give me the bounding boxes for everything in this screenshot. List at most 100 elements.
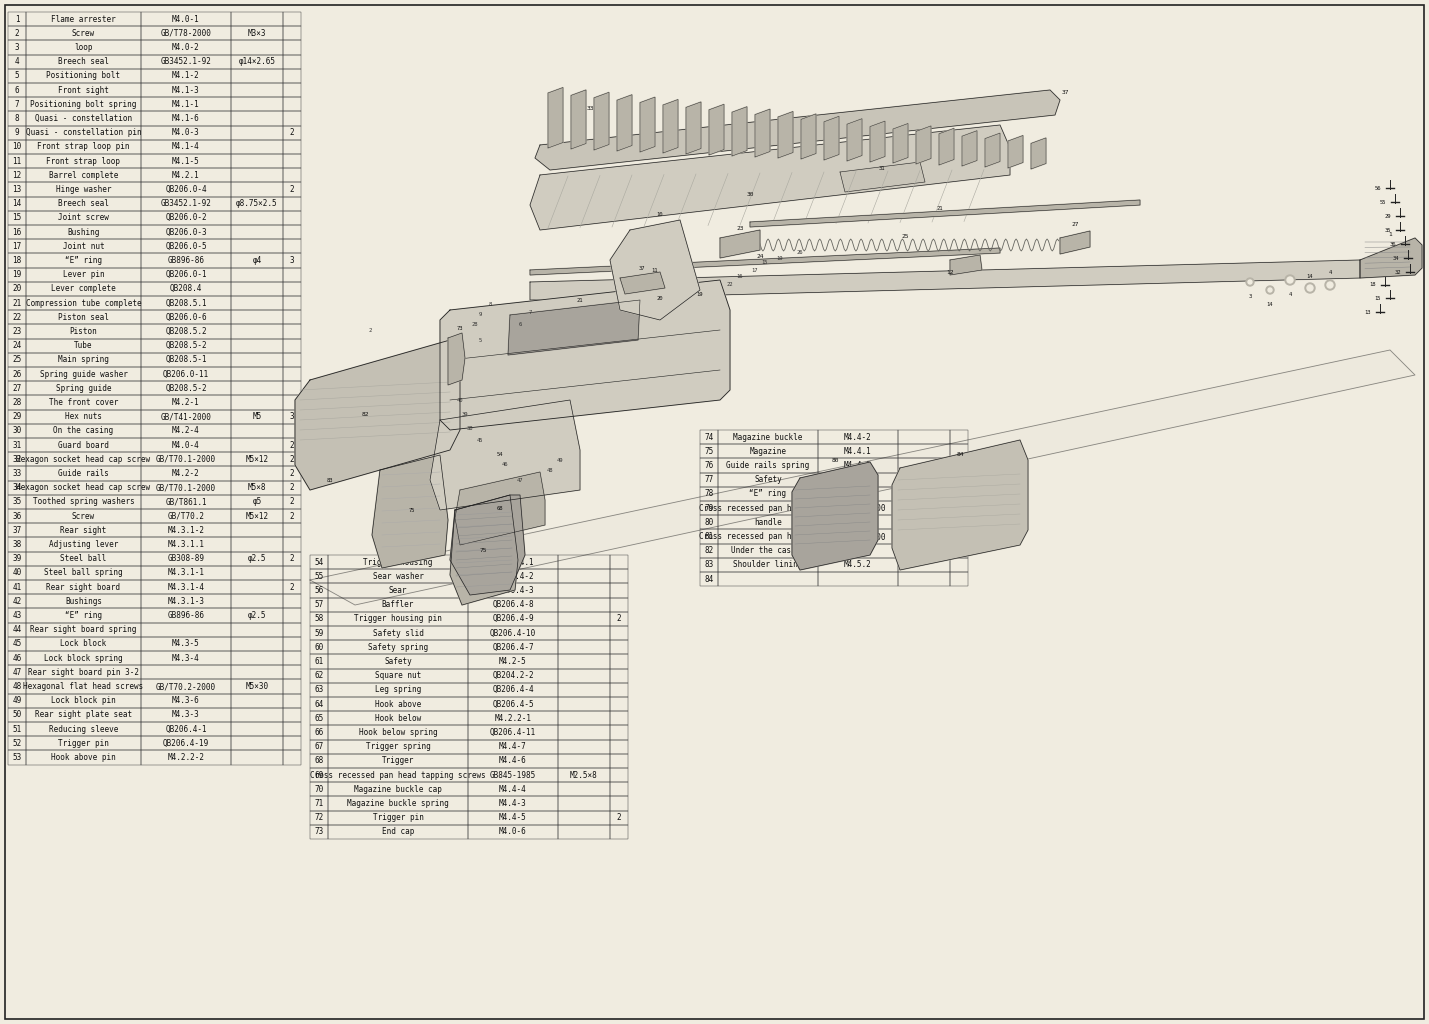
Bar: [141, 751, 231, 765]
Bar: [557, 782, 610, 797]
Text: 77: 77: [704, 475, 713, 484]
Text: Bushings: Bushings: [64, 597, 101, 606]
Text: M4.4-5: M4.4-5: [499, 813, 527, 822]
Text: 34: 34: [13, 483, 21, 493]
Bar: [26, 410, 141, 424]
Bar: [950, 515, 967, 529]
Text: 36: 36: [13, 512, 21, 520]
Bar: [283, 140, 302, 154]
Bar: [557, 654, 610, 669]
Bar: [9, 197, 26, 211]
Text: 29: 29: [1385, 213, 1392, 218]
Text: Quasi - constellation: Quasi - constellation: [34, 114, 131, 123]
Polygon shape: [1060, 231, 1090, 254]
Bar: [231, 466, 283, 480]
Text: 16: 16: [13, 227, 21, 237]
Text: 2: 2: [290, 455, 294, 464]
Bar: [897, 515, 950, 529]
Text: Main spring: Main spring: [59, 355, 109, 365]
Bar: [26, 310, 141, 325]
Bar: [141, 438, 231, 453]
Bar: [817, 486, 897, 501]
Bar: [283, 325, 302, 339]
Text: 81: 81: [704, 532, 713, 541]
Text: 18: 18: [13, 256, 21, 265]
Bar: [141, 693, 231, 708]
Bar: [26, 97, 141, 112]
Bar: [717, 572, 817, 586]
Text: 45: 45: [477, 437, 483, 442]
Bar: [141, 708, 231, 722]
Bar: [141, 353, 231, 367]
Text: 42: 42: [13, 597, 21, 606]
Bar: [26, 381, 141, 395]
Text: 54: 54: [497, 453, 503, 458]
Polygon shape: [620, 272, 664, 294]
Bar: [283, 608, 302, 623]
Bar: [9, 367, 26, 381]
Text: M4.4-4: M4.4-4: [499, 784, 527, 794]
Text: 75: 75: [704, 446, 713, 456]
Text: M4.4-7: M4.4-7: [845, 518, 872, 526]
Bar: [9, 168, 26, 182]
Text: Tube: Tube: [74, 341, 93, 350]
Bar: [9, 666, 26, 679]
Polygon shape: [939, 128, 955, 165]
Text: 38: 38: [13, 540, 21, 549]
Bar: [610, 626, 627, 640]
Text: M4.3-4: M4.3-4: [171, 653, 200, 663]
Bar: [9, 325, 26, 339]
Text: 12: 12: [13, 171, 21, 180]
Text: Compression tube complete: Compression tube complete: [26, 299, 141, 307]
Text: 22: 22: [727, 283, 733, 288]
Bar: [26, 112, 141, 126]
Bar: [141, 325, 231, 339]
Text: 3: 3: [290, 256, 294, 265]
Text: φ2.5: φ2.5: [247, 611, 266, 620]
Text: M4.4-1: M4.4-1: [845, 546, 872, 555]
Bar: [141, 253, 231, 267]
Text: 2: 2: [290, 469, 294, 478]
Bar: [283, 751, 302, 765]
Text: M4.4-3: M4.4-3: [499, 799, 527, 808]
Text: Cross recessed pan head screws: Cross recessed pan head screws: [699, 532, 837, 541]
Text: 57: 57: [314, 600, 323, 609]
Text: M4.3.1-4: M4.3.1-4: [167, 583, 204, 592]
Text: GB/T78-2000: GB/T78-2000: [160, 29, 211, 38]
Bar: [231, 225, 283, 240]
Bar: [717, 558, 817, 572]
Bar: [9, 154, 26, 168]
Text: Magazine buckle: Magazine buckle: [733, 432, 803, 441]
Bar: [26, 623, 141, 637]
Bar: [283, 197, 302, 211]
Text: 2: 2: [290, 498, 294, 507]
Bar: [141, 54, 231, 69]
Bar: [141, 240, 231, 253]
Text: 47: 47: [517, 477, 523, 482]
Bar: [26, 523, 141, 538]
Bar: [329, 768, 469, 782]
Text: QB206.4-19: QB206.4-19: [163, 738, 209, 748]
Bar: [817, 515, 897, 529]
Text: 69: 69: [314, 771, 323, 779]
Text: 31: 31: [13, 440, 21, 450]
Text: 54: 54: [314, 558, 323, 566]
Text: Lock block spring: Lock block spring: [44, 653, 123, 663]
Text: Rear sight: Rear sight: [60, 525, 107, 535]
Bar: [141, 453, 231, 466]
Bar: [610, 811, 627, 824]
Bar: [231, 410, 283, 424]
Text: 2: 2: [290, 483, 294, 493]
Bar: [610, 824, 627, 839]
Bar: [950, 558, 967, 572]
Bar: [141, 608, 231, 623]
Bar: [26, 69, 141, 83]
Text: 37: 37: [639, 265, 646, 270]
Text: φ14×2.65: φ14×2.65: [239, 57, 276, 67]
Text: handle: handle: [755, 518, 782, 526]
Text: 17: 17: [752, 267, 759, 272]
Bar: [231, 623, 283, 637]
Text: 12: 12: [946, 269, 953, 274]
Text: 36: 36: [1390, 242, 1396, 247]
Text: 38: 38: [467, 426, 473, 430]
